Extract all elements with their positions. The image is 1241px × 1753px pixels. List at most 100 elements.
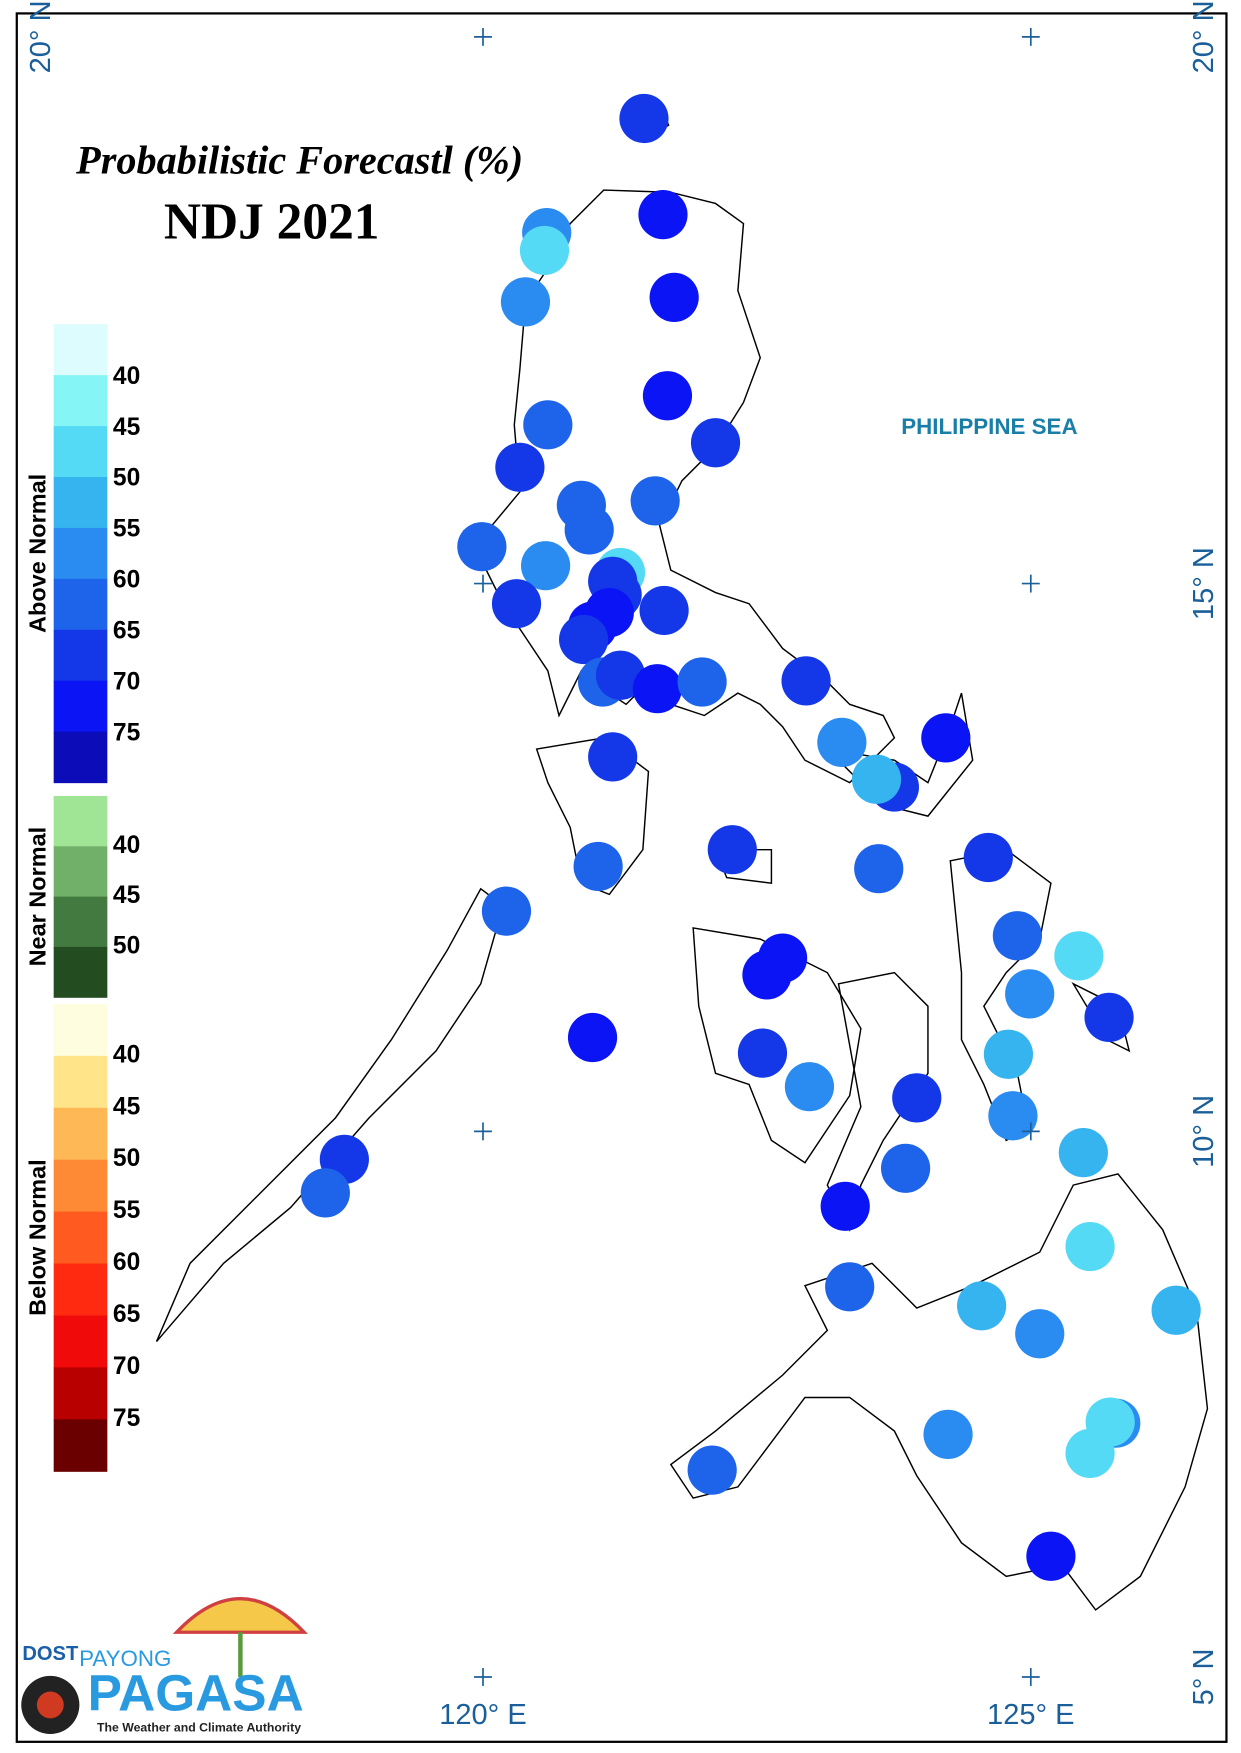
- logo-brand: PAGASA: [88, 1664, 304, 1722]
- station: [817, 717, 867, 767]
- legend-swatch: [53, 477, 108, 529]
- station: [649, 272, 699, 322]
- legend-label: 60: [113, 567, 140, 594]
- logo-tagline: The Weather and Climate Authority: [97, 1721, 301, 1735]
- station: [564, 505, 614, 555]
- station: [742, 950, 792, 1000]
- station: [1054, 931, 1104, 981]
- legend-swatch: [53, 1263, 108, 1317]
- legend-group-title: Above Normal: [24, 474, 50, 633]
- station: [519, 225, 570, 276]
- station: [638, 190, 688, 240]
- station: [781, 656, 831, 706]
- legend-label: 50: [113, 465, 140, 492]
- longitude-label: 120° E: [439, 1699, 527, 1731]
- station: [495, 442, 545, 492]
- legend-group-title: Near Normal: [24, 827, 50, 967]
- legend-swatch: [53, 324, 108, 376]
- legend-label: 45: [113, 414, 140, 441]
- station: [963, 832, 1013, 883]
- station: [481, 886, 532, 936]
- station: [677, 657, 727, 707]
- station: [630, 476, 680, 526]
- legend-label: 45: [113, 1093, 140, 1120]
- legend-swatch: [53, 1211, 108, 1265]
- latitude-label: 20° N: [1188, 0, 1220, 73]
- legend-group-title: Below Normal: [24, 1159, 50, 1316]
- station: [1026, 1531, 1076, 1581]
- longitude-label: 125° E: [987, 1699, 1075, 1731]
- legend-swatch: [53, 1367, 108, 1420]
- station: [588, 732, 638, 782]
- station: [639, 585, 689, 636]
- station: [784, 1062, 835, 1112]
- legend-swatch: [53, 527, 108, 580]
- station: [573, 841, 623, 892]
- station: [1015, 1309, 1065, 1359]
- umbrella: [172, 1597, 309, 1634]
- station: [880, 1143, 931, 1193]
- legend-swatch: [53, 1419, 108, 1472]
- station: [687, 1445, 737, 1495]
- station: [457, 522, 507, 572]
- legend-label: 45: [113, 882, 140, 909]
- legend-swatch: [53, 1315, 108, 1368]
- station: [923, 1409, 973, 1459]
- legend-label: 70: [113, 1353, 140, 1380]
- station: [983, 1029, 1034, 1079]
- station: [1065, 1428, 1115, 1478]
- logo: DOST PAYONG PAGASA The Weather and Clima…: [21, 1597, 309, 1735]
- legend-swatch: [53, 426, 108, 478]
- legend-swatch: [53, 896, 108, 948]
- legend-swatch: [53, 629, 108, 682]
- station: [1151, 1285, 1201, 1335]
- station: [500, 277, 551, 327]
- sea-label: PHILIPPINE SEA: [901, 414, 1077, 439]
- station: [957, 1281, 1007, 1331]
- station: [690, 418, 741, 468]
- station: [1005, 969, 1055, 1019]
- latitude-label: 5° N: [1188, 1649, 1220, 1706]
- station: [988, 1091, 1038, 1141]
- station: [854, 844, 904, 894]
- legend-label: 70: [113, 668, 140, 695]
- legend-label: 60: [113, 1249, 140, 1276]
- station: [1065, 1221, 1115, 1272]
- station: [642, 371, 693, 421]
- legend-swatch: [53, 680, 108, 733]
- station: [632, 664, 682, 714]
- dost-emblem-center: [36, 1691, 64, 1719]
- station: [851, 754, 902, 804]
- legend-label: 65: [113, 1301, 140, 1328]
- legend-label: 55: [113, 516, 140, 543]
- legend-swatch: [53, 1003, 108, 1057]
- legend-label: 40: [113, 363, 140, 390]
- legend-swatch: [53, 1107, 108, 1161]
- legend-label: 50: [113, 1145, 140, 1172]
- legend-label: 50: [113, 932, 140, 959]
- legend-swatch: [53, 946, 108, 998]
- map-title: Probabilistic Forecastl (%): [75, 138, 523, 183]
- legend-swatch: [53, 846, 108, 898]
- map-subtitle: NDJ 2021: [164, 194, 380, 251]
- legend-label: 40: [113, 832, 140, 859]
- station: [595, 650, 646, 700]
- station: [992, 911, 1042, 961]
- station: [1058, 1128, 1108, 1178]
- station: [619, 93, 669, 144]
- legend-label: 40: [113, 1041, 140, 1068]
- legend-swatch: [53, 578, 108, 631]
- legend-swatch: [53, 731, 108, 784]
- station: [300, 1168, 350, 1218]
- station: [820, 1181, 870, 1231]
- legend-swatch: [53, 796, 108, 847]
- station: [520, 541, 571, 591]
- legend-label: 75: [113, 719, 140, 746]
- legend-swatch: [53, 1055, 108, 1109]
- station: [707, 825, 757, 875]
- logo-agency: DOST: [22, 1643, 79, 1665]
- station: [491, 579, 542, 629]
- station: [523, 400, 573, 450]
- legend-swatch: [53, 375, 108, 427]
